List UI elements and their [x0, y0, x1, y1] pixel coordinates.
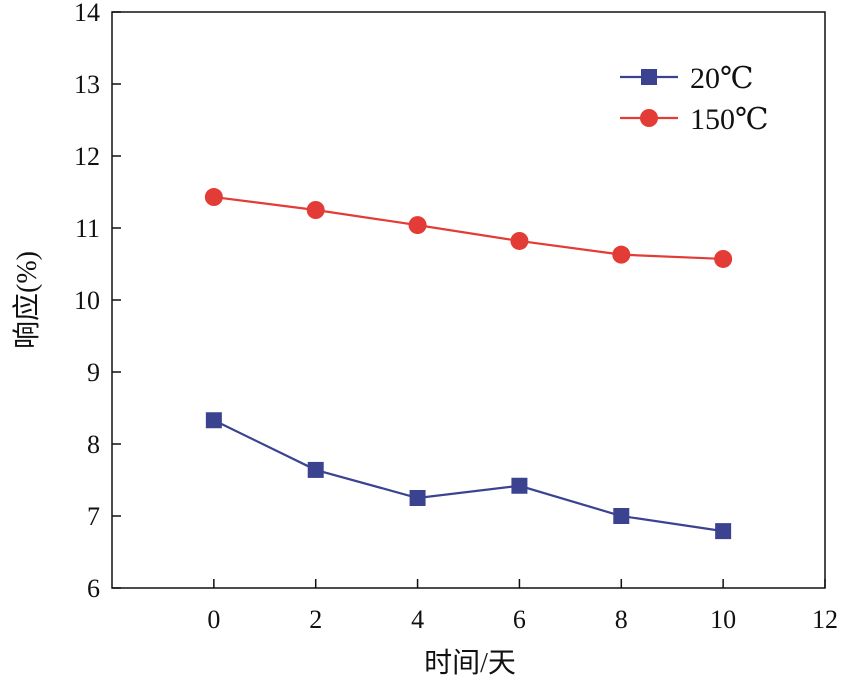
data-point-square — [613, 508, 630, 524]
data-point-circle — [306, 201, 325, 219]
y-tick-label: 9 — [87, 358, 100, 387]
data-point-square — [641, 69, 657, 85]
legend-label: 20℃ — [690, 62, 754, 95]
plot-frame — [111, 11, 826, 589]
data-point-square — [511, 477, 528, 494]
data-point-circle — [204, 188, 223, 207]
data-point-circle — [640, 109, 658, 127]
data-point-circle — [714, 249, 733, 268]
y-tick-label: 10 — [74, 286, 100, 315]
x-axis-label: 时间/天 — [424, 647, 516, 679]
data-point-circle — [408, 216, 427, 235]
x-tick-label: 4 — [411, 605, 424, 634]
x-tick-label: 6 — [513, 605, 526, 634]
data-point-square — [409, 490, 426, 506]
y-tick-label: 7 — [87, 502, 100, 531]
series-group — [204, 188, 733, 540]
series-circle — [204, 188, 733, 268]
y-axis-label: 响应(%) — [11, 251, 43, 349]
x-tick-label: 12 — [812, 605, 838, 634]
y-tick-label: 6 — [87, 574, 100, 603]
legend-entry: 20℃ — [620, 62, 754, 95]
y-tick-label: 13 — [74, 70, 100, 99]
x-tick-label: 0 — [207, 605, 220, 634]
y-tick-label: 12 — [74, 142, 100, 171]
data-point-circle — [612, 245, 631, 264]
y-tick-label: 8 — [87, 430, 100, 459]
legend: 20℃ 150℃ — [620, 62, 769, 136]
y-tick-label: 14 — [74, 0, 100, 27]
axes: 0 2 4 6 8 10 12 6 7 8 9 10 11 12 13 14 — [74, 0, 838, 634]
series-square — [205, 412, 732, 540]
legend-entry: 150℃ — [620, 103, 769, 136]
data-point-square — [307, 461, 324, 478]
data-point-circle — [510, 231, 529, 250]
x-tick-label: 2 — [309, 605, 322, 634]
y-tick-label: 11 — [75, 214, 100, 243]
x-tick-label: 8 — [615, 605, 628, 634]
series-line — [213, 195, 724, 261]
data-point-square — [715, 523, 732, 540]
series-line — [213, 419, 724, 533]
legend-label: 150℃ — [690, 103, 769, 136]
data-point-square — [205, 412, 222, 429]
x-tick-label: 10 — [710, 605, 736, 634]
